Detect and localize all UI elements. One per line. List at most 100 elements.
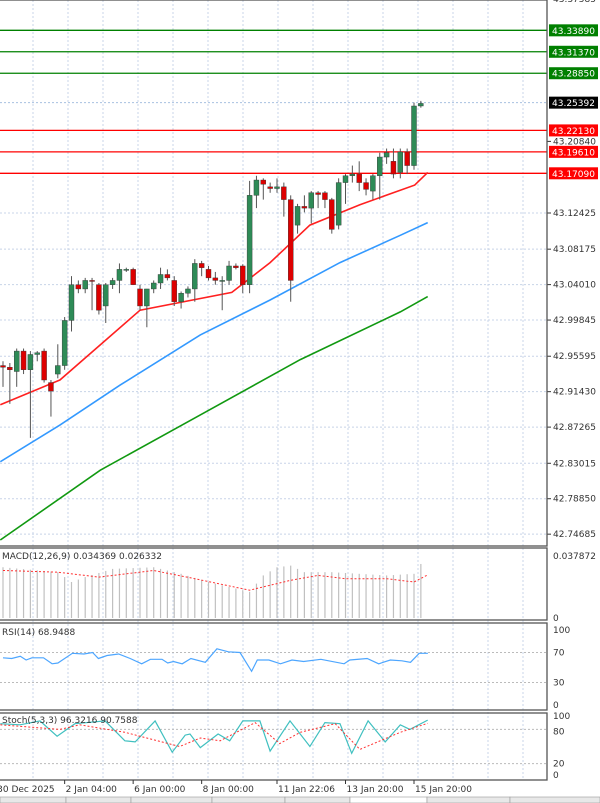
current-price-tag — [549, 96, 598, 109]
moving-average-line — [0, 295, 429, 541]
candle-body-up — [61, 320, 68, 366]
candle-body-down — [0, 365, 6, 368]
candle — [281, 182, 287, 217]
candle — [20, 348, 27, 375]
candle — [322, 191, 328, 209]
macd-pane[interactable] — [2, 563, 428, 618]
stoch-tick-label: 0 — [553, 771, 559, 781]
candle — [192, 259, 198, 302]
candle-body-down — [363, 182, 369, 190]
moving-average-line — [0, 221, 429, 463]
price-tick-label: 43.12425 — [553, 209, 596, 219]
price-tick-label: 42.99845 — [553, 316, 596, 326]
candle-body-up — [178, 293, 184, 302]
candle — [329, 197, 335, 234]
candle — [178, 291, 184, 309]
rsi-tick-label: 100 — [553, 626, 570, 636]
candle — [164, 269, 171, 281]
level-tag-label: 43.31370 — [552, 48, 595, 58]
candle — [253, 175, 260, 209]
candle-body-up — [68, 284, 75, 321]
candle-body-down — [75, 284, 82, 290]
candle-body-down — [198, 263, 205, 268]
candle-body-down — [315, 192, 321, 195]
candle — [377, 152, 383, 200]
candle — [370, 174, 376, 200]
candle-body-up — [185, 288, 191, 294]
candle — [144, 288, 150, 328]
candle — [274, 178, 280, 193]
candle-body-down — [130, 269, 136, 285]
candle-body-down — [137, 288, 143, 307]
level-tag-label: 43.22130 — [552, 127, 595, 137]
rsi-line — [2, 648, 428, 673]
candle — [41, 348, 47, 383]
candle — [212, 271, 219, 285]
time-tick-label: 2 Jan 04:00 — [66, 785, 118, 795]
candle-body-up — [411, 105, 417, 166]
candle — [418, 100, 424, 108]
macd-signal-line — [2, 569, 428, 591]
time-tick-label: 6 Jan 00:00 — [134, 785, 186, 795]
time-tick-label: 15 Jan 20:00 — [415, 785, 472, 795]
candle — [130, 267, 136, 285]
candle-body-down — [322, 192, 328, 200]
stoch-tick-label: 100 — [553, 712, 570, 722]
candle — [246, 180, 253, 294]
candle — [185, 286, 191, 298]
candle — [82, 277, 88, 294]
price-tick-label: 42.78850 — [553, 495, 596, 505]
candle — [390, 148, 397, 179]
candle-body-up — [342, 175, 349, 183]
stoch-pane[interactable] — [0, 719, 547, 765]
price-tick-label: 42.95595 — [553, 352, 596, 362]
candle-body-up — [370, 175, 376, 192]
level-tag-label: 43.17090 — [552, 170, 595, 180]
candle — [233, 263, 239, 270]
candle-body-down — [233, 265, 239, 268]
candle-body-up — [219, 280, 225, 282]
chart-tab — [509, 796, 600, 803]
candle-body-up — [150, 282, 157, 290]
candle-body-up — [246, 195, 253, 285]
candle — [363, 178, 369, 196]
candle-body-down — [205, 269, 212, 279]
rsi-pane[interactable] — [0, 648, 547, 683]
candle-body-up — [103, 284, 109, 307]
candle-body-up — [109, 280, 116, 285]
rsi-tick-label: 30 — [553, 679, 565, 689]
candle — [288, 195, 294, 302]
pane-border — [0, 0, 548, 547]
stoch-main-line — [0, 719, 428, 755]
time-tick-label: 11 Jan 22:06 — [278, 785, 335, 795]
price-pane[interactable] — [0, 29, 547, 541]
rsi-tick-label: 70 — [553, 649, 565, 659]
candle — [61, 317, 68, 370]
candle-body-up — [294, 206, 301, 226]
level-tag — [549, 167, 598, 180]
candle-body-up — [253, 179, 260, 196]
candle-body-down — [171, 280, 177, 302]
candle — [240, 264, 246, 294]
candle — [308, 191, 314, 224]
chart-tab — [65, 796, 132, 803]
level-tag-label: 43.19610 — [552, 148, 595, 158]
chart-tab — [284, 796, 351, 803]
pane-border — [0, 712, 548, 781]
candle — [27, 351, 34, 438]
candle — [342, 174, 349, 204]
candle — [103, 282, 109, 323]
candle — [48, 380, 54, 417]
candle-body-down — [96, 284, 102, 311]
candle-body-up — [27, 354, 34, 370]
candle-body-down — [329, 199, 335, 230]
candle — [0, 361, 6, 387]
candle — [96, 282, 102, 315]
candle-body-up — [13, 350, 20, 372]
moving-average-line — [0, 171, 429, 406]
pane-border — [0, 622, 548, 711]
candle-body-up — [82, 280, 88, 290]
stoch-tick-label: 80 — [553, 727, 565, 737]
chart-tab — [426, 796, 511, 803]
